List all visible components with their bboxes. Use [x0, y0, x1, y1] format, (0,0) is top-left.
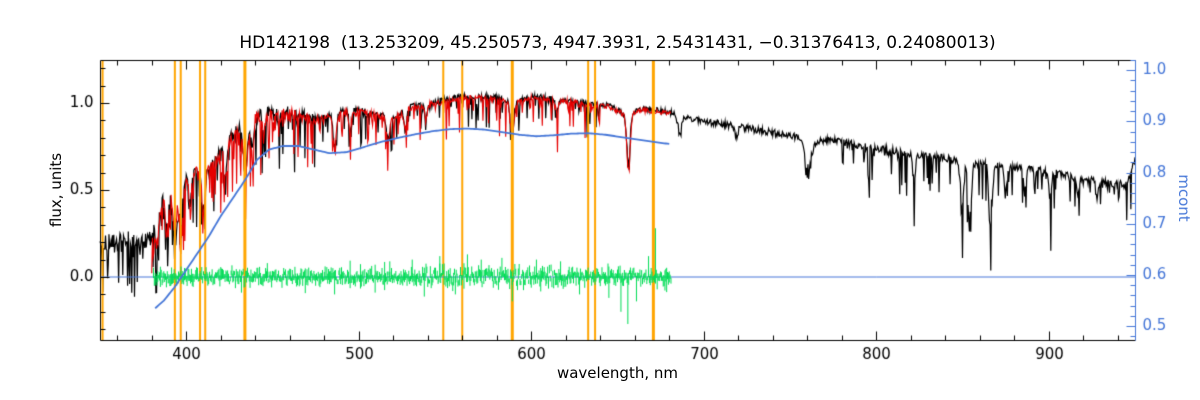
right-y-axis-title: mcont: [1175, 174, 1193, 222]
left-y-axis-title: flux, units: [47, 152, 65, 228]
chart-title: HD142198 (13.253209, 45.250573, 4947.393…: [239, 33, 996, 53]
x-axis-title: wavelength, nm: [556, 364, 679, 382]
